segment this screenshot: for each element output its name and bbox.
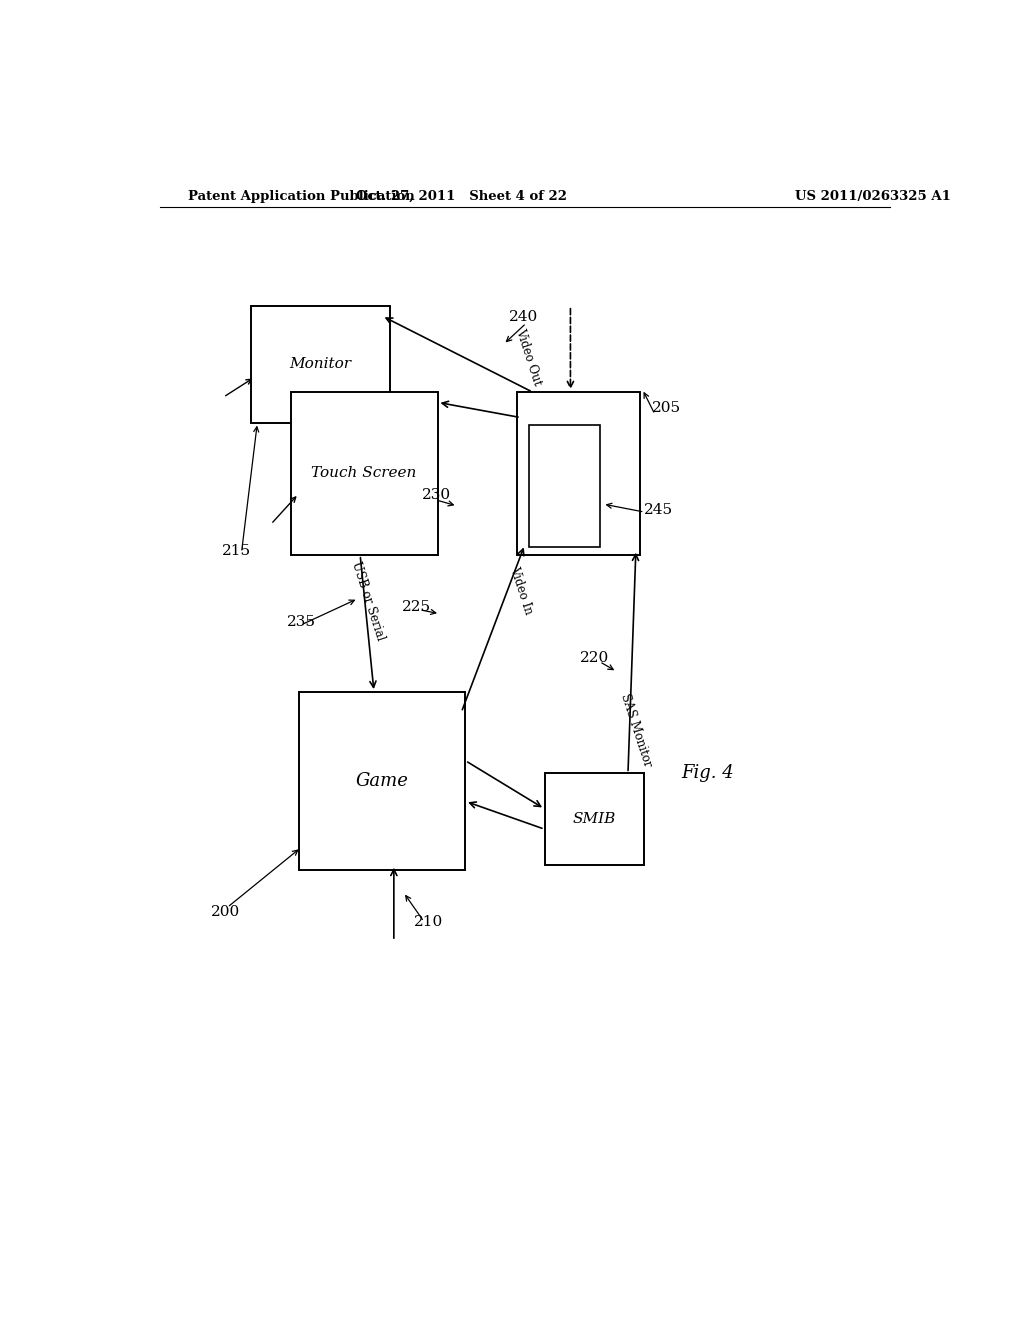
Text: Patent Application Publication: Patent Application Publication	[187, 190, 415, 203]
FancyBboxPatch shape	[299, 692, 465, 870]
Text: Touch Screen: Touch Screen	[311, 466, 417, 480]
FancyBboxPatch shape	[291, 392, 437, 554]
Text: Monitor: Monitor	[290, 358, 351, 371]
Text: Video Out: Video Out	[513, 327, 544, 387]
Text: 245: 245	[644, 503, 673, 517]
Text: Fig. 4: Fig. 4	[681, 764, 734, 783]
Text: 240: 240	[509, 310, 539, 323]
Text: Game: Game	[355, 772, 409, 789]
Text: USB or Serial: USB or Serial	[349, 560, 387, 642]
Text: 210: 210	[414, 915, 443, 929]
Text: SAS Monitor: SAS Monitor	[617, 692, 654, 768]
Text: 225: 225	[401, 599, 431, 614]
Text: 200: 200	[211, 904, 241, 919]
FancyBboxPatch shape	[517, 392, 640, 554]
Text: US 2011/0263325 A1: US 2011/0263325 A1	[795, 190, 950, 203]
Text: 205: 205	[652, 401, 681, 416]
Text: 235: 235	[287, 615, 315, 628]
FancyBboxPatch shape	[545, 774, 644, 865]
Text: Video In: Video In	[507, 565, 535, 616]
FancyBboxPatch shape	[528, 425, 600, 546]
Text: SMIB: SMIB	[572, 812, 615, 826]
Text: 220: 220	[581, 651, 609, 664]
Text: 230: 230	[422, 488, 451, 502]
FancyBboxPatch shape	[251, 306, 390, 422]
Text: Oct. 27, 2011   Sheet 4 of 22: Oct. 27, 2011 Sheet 4 of 22	[355, 190, 567, 203]
Text: 215: 215	[221, 544, 251, 558]
